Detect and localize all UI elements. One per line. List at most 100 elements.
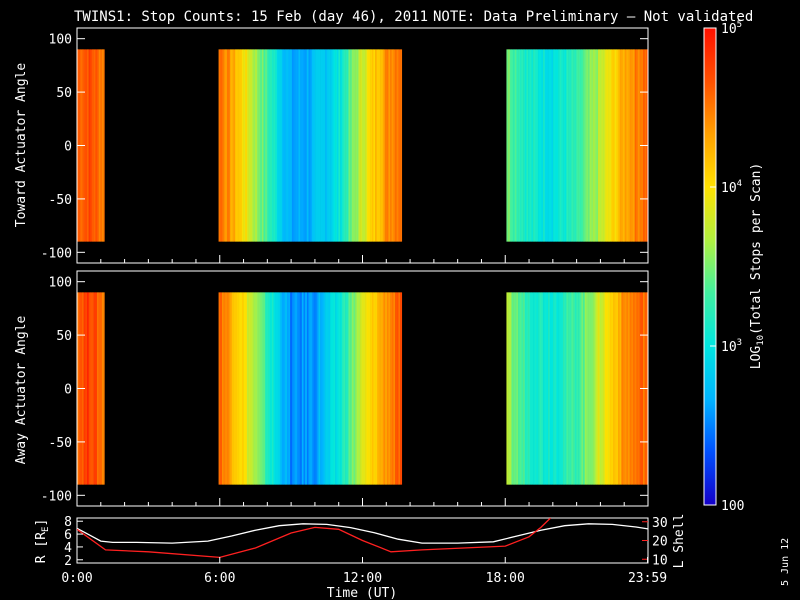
colorbar-gradient: [704, 28, 716, 505]
heatmap-column: [231, 49, 234, 242]
heatmap-column: [226, 292, 229, 485]
heatmap-column: [601, 292, 604, 485]
heatmap-column: [273, 49, 276, 242]
orbit-right-ylabel: L Shell: [672, 514, 687, 569]
heatmap-column: [368, 292, 371, 485]
heatmap-column: [248, 292, 251, 485]
heatmap-column: [285, 292, 288, 485]
heatmap-column: [346, 49, 349, 242]
heatmap-column: [400, 49, 403, 242]
heatmap-column: [514, 292, 517, 485]
heatmap-column: [370, 49, 373, 242]
heatmap-column: [528, 292, 531, 485]
heatmap-column: [608, 292, 610, 485]
heatmap-column: [391, 292, 394, 485]
heatmap-column: [270, 49, 273, 242]
heatmap-column: [621, 292, 624, 485]
heatmap-column: [539, 292, 542, 485]
heatmap-column: [589, 49, 592, 242]
heatmap-column: [263, 292, 266, 485]
heatmap-column: [531, 292, 534, 485]
heatmap-column: [596, 49, 599, 242]
heatmap-column: [336, 49, 339, 242]
heatmap-column: [343, 292, 346, 485]
heatmap-column: [256, 49, 259, 242]
heatmap-column: [246, 49, 249, 242]
heatmap-column: [313, 49, 316, 242]
heatmap-column: [561, 292, 564, 485]
heatmap-column: [508, 49, 511, 242]
heatmap-column: [335, 292, 338, 485]
heatmap-column: [265, 292, 268, 485]
r-tick-label: 4: [64, 541, 72, 556]
x-tick-label: 23:59: [628, 571, 667, 586]
heatmap-column: [93, 49, 96, 242]
heatmap-column: [548, 292, 551, 485]
heatmap-column: [235, 49, 238, 242]
heatmap-column: [345, 292, 348, 485]
heatmap-column: [303, 49, 306, 242]
heatmap-column: [263, 49, 266, 242]
heatmap-column: [556, 49, 559, 242]
heatmap-column: [536, 49, 539, 242]
heatmap-column: [593, 49, 596, 242]
heatmap-column: [395, 49, 398, 242]
heatmap-column: [318, 49, 321, 242]
heatmap-column: [534, 292, 537, 485]
heatmap-column: [603, 292, 605, 485]
heatmap-column: [360, 292, 363, 485]
heatmap-column: [603, 49, 605, 242]
heatmap-column: [280, 292, 283, 485]
heatmap-column: [544, 292, 547, 485]
y-tick-label: -50: [49, 436, 72, 451]
heatmap-column: [373, 292, 376, 485]
heatmap-column: [245, 292, 248, 485]
heatmap-column: [568, 49, 571, 242]
heatmap-column: [371, 49, 374, 242]
heatmap-column: [291, 49, 294, 242]
heatmap-column: [293, 292, 296, 485]
heatmap-column: [533, 49, 536, 242]
heatmap-column: [226, 49, 229, 242]
heatmap-column: [616, 49, 619, 242]
heatmap-column: [543, 49, 546, 242]
heatmap-column: [376, 292, 379, 485]
heatmap-column: [636, 292, 639, 485]
heatmap-column: [101, 292, 104, 485]
heatmap-column: [333, 49, 336, 242]
heatmap-column: [383, 292, 386, 485]
heatmap-column: [381, 292, 384, 485]
radius-line: [77, 523, 648, 544]
heatmap-column: [100, 292, 103, 485]
heatmap-column: [509, 49, 512, 242]
heatmap-column: [266, 292, 269, 485]
heatmap-column: [633, 49, 635, 242]
heatmap-column: [583, 49, 586, 242]
heatmap-column: [549, 292, 552, 485]
orbit-left-ylabel: R [RE]: [34, 519, 51, 564]
y-tick-label: -100: [41, 246, 72, 261]
heatmap-column: [225, 292, 228, 485]
heatmap-column: [609, 49, 612, 242]
heatmap-column: [98, 292, 101, 485]
heatmap-column: [220, 292, 223, 485]
heatmap-column: [398, 292, 401, 485]
heatmap-column: [315, 49, 318, 242]
heatmap-column: [310, 49, 313, 242]
y-tick-label: -50: [49, 193, 72, 208]
heatmap-column: [523, 49, 526, 242]
heatmap-column: [345, 49, 348, 242]
heatmap-column: [91, 292, 94, 485]
heatmap-column: [340, 49, 343, 242]
heatmap-column: [351, 292, 354, 485]
heatmap-column: [93, 292, 96, 485]
heatmap-column: [283, 49, 286, 242]
y-tick-label: -100: [41, 489, 72, 504]
heatmap-column: [583, 292, 586, 485]
heatmap-column: [326, 49, 329, 242]
heatmap-column: [290, 49, 293, 242]
heatmap-column: [378, 49, 381, 242]
heatmap-column: [308, 49, 311, 242]
heatmap-column: [236, 49, 239, 242]
heatmap-column: [298, 292, 301, 485]
